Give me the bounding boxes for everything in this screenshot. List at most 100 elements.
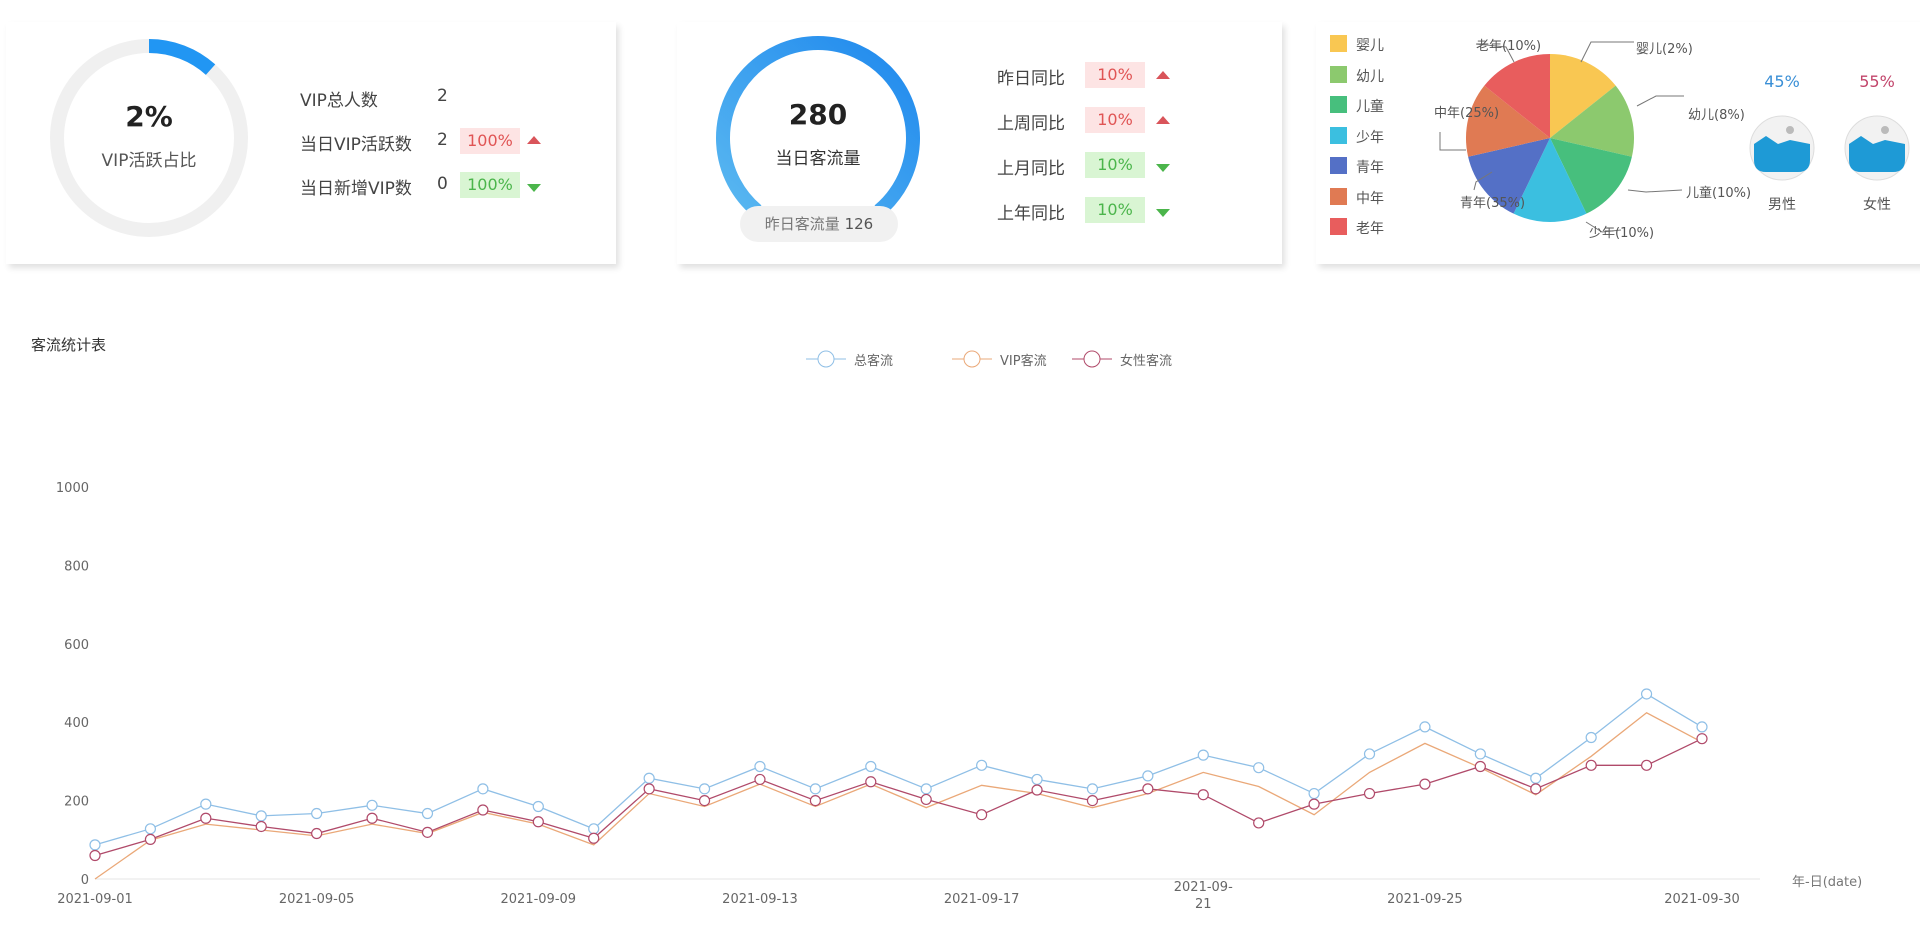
data-point[interactable] [976,809,988,821]
data-point[interactable] [311,807,323,820]
male-image-icon [1749,115,1815,181]
arrow-down-icon [1156,164,1170,172]
data-point[interactable] [477,804,489,816]
data-point[interactable] [865,760,877,773]
legend-swatch[interactable] [1330,96,1347,113]
data-point[interactable] [1474,760,1486,773]
y-tick-label: 600 [64,638,89,653]
data-point[interactable] [1086,783,1099,795]
data-point[interactable] [1142,783,1154,795]
vip-ratio-value: 2% [125,100,173,133]
data-point[interactable] [1530,783,1542,795]
data-point[interactable] [532,816,544,828]
chart-legend-item[interactable]: 总客流 [806,350,893,369]
data-point[interactable] [477,783,489,795]
pie-slice-5[interactable] [1468,138,1550,214]
data-point[interactable] [366,799,378,811]
pie-slice-4[interactable] [1513,138,1587,222]
x-tick-label: 2021-09-09 [501,892,577,907]
male-percent: 45% [1764,72,1800,91]
pie-slice-6[interactable] [1466,85,1550,157]
pie-leader-line [1580,41,1634,63]
legend-label[interactable]: 儿童 [1356,99,1384,115]
data-point[interactable] [1197,749,1209,761]
compare-month-badge: 10% [1085,152,1145,178]
legend-swatch[interactable] [1330,35,1347,52]
data-point[interactable] [809,795,821,807]
data-point[interactable] [1253,762,1265,774]
legend-label[interactable]: 青年 [1356,160,1384,176]
pie-slice-7[interactable] [1484,53,1550,138]
data-point[interactable] [200,798,212,810]
legend-swatch[interactable] [1330,65,1347,83]
data-point[interactable] [1142,770,1154,782]
data-point[interactable] [643,772,655,784]
legend-label: VIP客流 [1000,353,1047,369]
data-point[interactable] [1474,748,1486,760]
legend-line-icon [1072,350,1112,368]
data-point[interactable] [255,820,267,833]
legend-label[interactable]: 婴儿 [1356,38,1384,54]
data-point[interactable] [1308,787,1320,800]
legend-swatch[interactable] [1330,157,1347,174]
data-point[interactable] [976,759,988,771]
data-point[interactable] [588,823,600,835]
data-point[interactable] [1640,759,1653,771]
compare-week-label: 上周同比 [997,114,1065,134]
legend-label[interactable]: 老年 [1356,221,1384,237]
data-point[interactable] [809,783,821,795]
data-point[interactable] [89,849,101,862]
data-point[interactable] [255,810,267,822]
data-point[interactable] [1696,721,1708,733]
data-point[interactable] [1530,772,1542,784]
x-axis-title: 年-日(date) [1792,875,1862,890]
data-point[interactable] [920,783,932,795]
data-point[interactable] [366,812,378,824]
legend-swatch[interactable] [1330,187,1347,205]
pie-slice-3[interactable] [1550,138,1632,214]
pie-slice-2[interactable] [1550,85,1634,157]
y-tick-label: 800 [64,559,89,574]
data-point[interactable] [89,839,101,851]
data-point[interactable] [144,823,157,835]
legend-label[interactable]: 幼儿 [1356,68,1384,85]
data-point[interactable] [1363,748,1376,760]
data-point[interactable] [1253,817,1265,829]
data-point[interactable] [865,776,877,788]
data-point[interactable] [1031,784,1043,796]
data-point[interactable] [1363,787,1376,800]
data-point[interactable] [1031,773,1043,786]
data-point[interactable] [643,783,655,795]
data-point[interactable] [421,826,434,838]
data-point[interactable] [144,833,157,846]
data-point[interactable] [1585,731,1597,744]
data-point[interactable] [1197,789,1209,801]
data-point[interactable] [1086,795,1099,807]
legend-swatch[interactable] [1330,218,1347,235]
chart-legend-item[interactable]: VIP客流 [952,350,1047,369]
data-point[interactable] [698,783,711,795]
compare-month-label: 上月同比 [997,159,1065,179]
data-point[interactable] [532,800,544,813]
data-point[interactable] [311,827,323,840]
data-point[interactable] [1696,733,1708,745]
data-point[interactable] [421,807,434,820]
x-tick-label: 2021-09-25 [1387,892,1463,907]
data-point[interactable] [1419,721,1431,733]
data-point[interactable] [1585,759,1597,771]
data-point[interactable] [588,832,600,844]
data-point[interactable] [200,812,212,824]
data-point[interactable] [754,760,766,773]
legend-label[interactable]: 少年 [1356,129,1384,146]
traffic-label: 当日客流量 [775,149,861,169]
chart-legend-item[interactable]: 女性客流 [1072,350,1172,369]
data-point[interactable] [1308,798,1320,810]
data-point[interactable] [1640,688,1653,700]
legend-label[interactable]: 中年 [1356,190,1384,207]
pie-slice-1[interactable] [1550,54,1616,138]
legend-swatch[interactable] [1330,126,1347,144]
data-point[interactable] [698,795,711,807]
data-point[interactable] [1419,778,1431,790]
data-point[interactable] [754,773,766,786]
data-point[interactable] [920,793,932,806]
